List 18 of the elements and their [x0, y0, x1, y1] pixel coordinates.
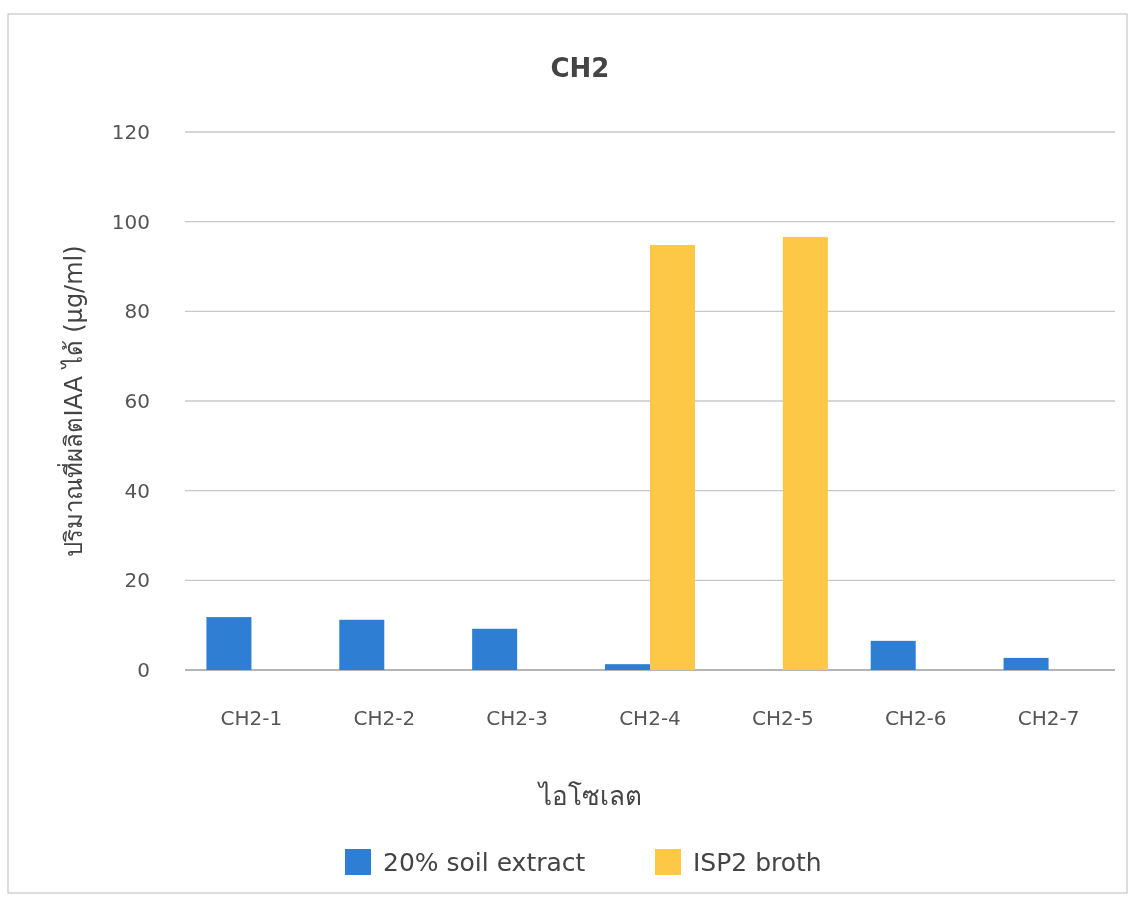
ytick: 0 — [137, 658, 150, 682]
xlabel: ไอโซเลต — [538, 781, 642, 811]
legend-label: 20% soil extract — [383, 848, 586, 877]
ytick: 100 — [111, 209, 150, 234]
xtick: CH2-1 — [220, 706, 283, 730]
xtick: CH2-7 — [1017, 706, 1080, 730]
xtick: CH2-4 — [619, 706, 681, 730]
ytick: 120 — [111, 120, 150, 144]
title: CH2 — [550, 53, 610, 83]
ytick: 60 — [124, 389, 150, 413]
xtick: CH2-3 — [486, 706, 548, 730]
legend-label: ISP2 broth — [693, 848, 822, 877]
xtick: CH2-5 — [752, 706, 814, 730]
xtick: CH2-2 — [353, 706, 416, 730]
ytick: 40 — [124, 478, 150, 503]
ytick: 20 — [124, 568, 150, 593]
ytick: 80 — [124, 299, 150, 324]
xtick: CH2-6 — [884, 706, 947, 730]
